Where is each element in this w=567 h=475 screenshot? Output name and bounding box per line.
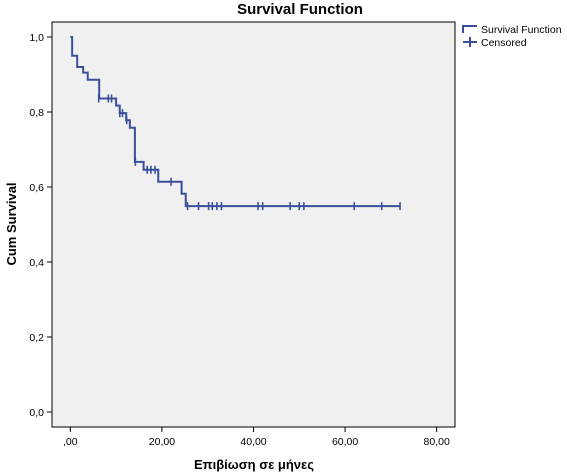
x-tick-label: 80,00 <box>424 436 450 448</box>
legend: Survival Function Censored <box>462 24 562 49</box>
x-tick-label: 20,00 <box>149 436 175 448</box>
x-axis-title: Επιβίωση σε μήνες <box>194 457 314 472</box>
legend-survival-function-icon <box>462 25 477 33</box>
chart-title: Survival Function <box>237 1 363 18</box>
y-tick-label: 1,0 <box>29 32 44 44</box>
legend-censored-icon <box>463 37 477 47</box>
legend-censored-label: Censored <box>481 37 527 49</box>
y-axis: 0,0 0,2 0,4 0,6 0,8 1,0 <box>29 32 52 419</box>
y-tick-label: 0,2 <box>29 332 44 344</box>
y-tick-label: 0,6 <box>29 182 44 194</box>
y-tick-label: 0,4 <box>29 257 44 269</box>
x-axis: ,00 20,00 40,00 60,00 80,00 <box>63 427 450 448</box>
x-tick-label: ,00 <box>63 436 78 448</box>
plot-area <box>51 21 456 428</box>
y-axis-title: Cum Survival <box>4 182 19 265</box>
x-tick-label: 40,00 <box>240 436 266 448</box>
legend-survival-function-label: Survival Function <box>481 24 562 36</box>
x-tick-label: 60,00 <box>332 436 358 448</box>
y-tick-label: 0,0 <box>29 407 44 419</box>
y-tick-label: 0,8 <box>29 107 44 119</box>
series-layer <box>70 36 401 211</box>
